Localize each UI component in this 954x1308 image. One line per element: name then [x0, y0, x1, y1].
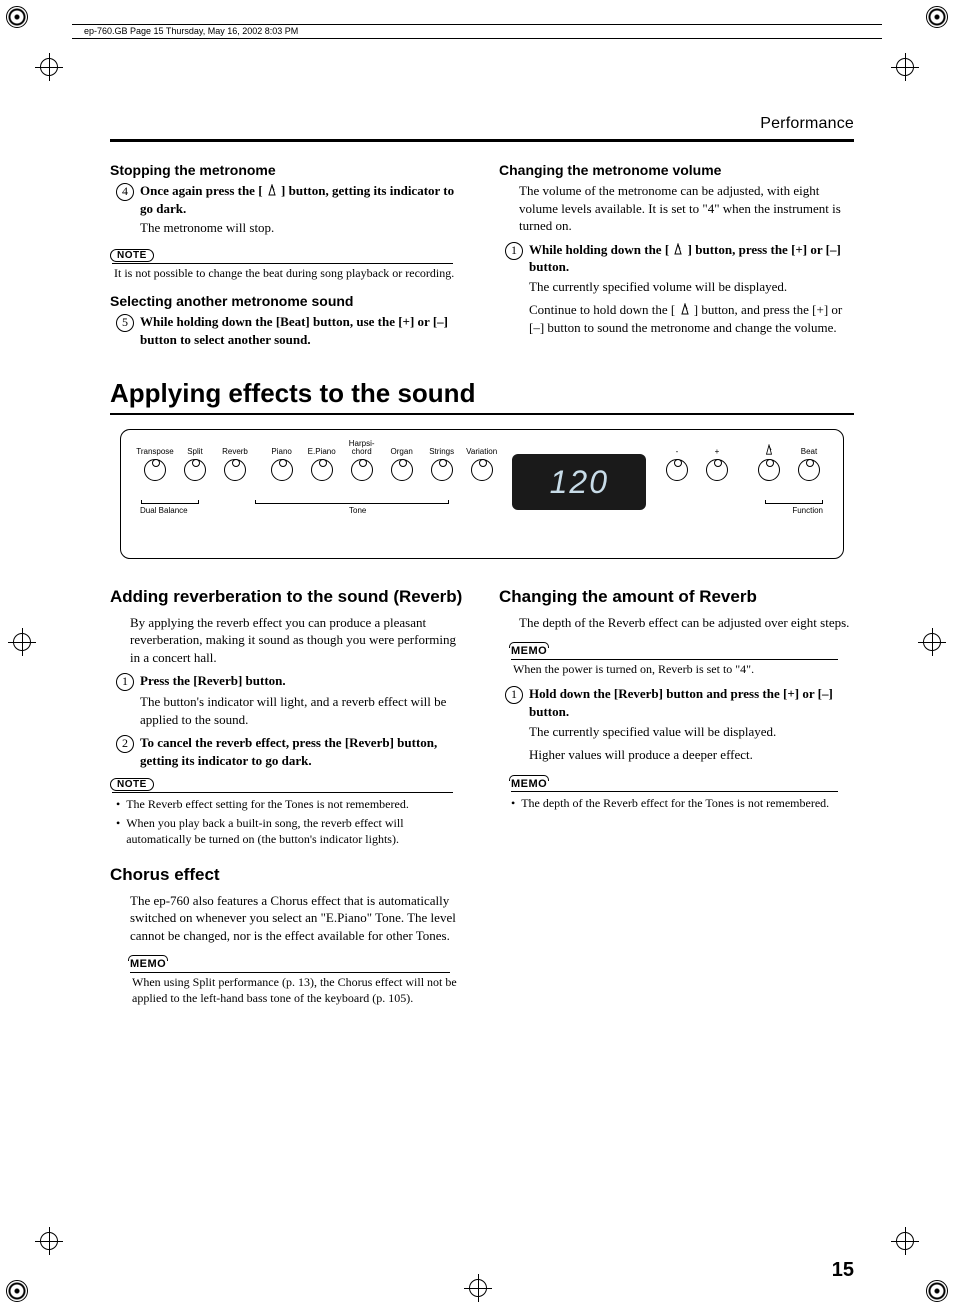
heading-selecting-sound: Selecting another metronome sound: [110, 293, 465, 309]
note-text: It is not possible to change the beat du…: [114, 266, 465, 282]
paragraph: The ep-760 also features a Chorus effect…: [130, 892, 465, 945]
knob-group-right: -+Beat: [661, 440, 825, 481]
note-label: NOTE: [110, 249, 154, 262]
step-instruction: While holding down the [Beat] button, us…: [140, 314, 448, 347]
memo-text: When the power is turned on, Reverb is s…: [513, 662, 854, 678]
heading-applying-effects: Applying effects to the sound: [110, 378, 854, 409]
top-left-column: Stopping the metronome 4 Once again pres…: [110, 162, 465, 350]
knob-group-left: TransposeSplitReverb: [139, 440, 251, 481]
memo-rule: [511, 659, 838, 660]
crop-mark: [464, 1274, 492, 1302]
heading-stopping-metronome: Stopping the metronome: [110, 162, 465, 178]
metronome-icon: [672, 242, 684, 254]
crop-mark: [8, 628, 36, 656]
label-function: Function: [792, 506, 823, 515]
note-bullet: When you play back a built-in song, the …: [116, 816, 465, 847]
step-detail: Higher values will produce a deeper effe…: [529, 746, 854, 764]
crop-mark: [892, 1246, 948, 1302]
page-number: 15: [832, 1259, 854, 1282]
note-rule: [112, 263, 453, 264]
bracket-line: [765, 500, 823, 504]
page-content: Performance Stopping the metronome 4 Onc…: [110, 115, 854, 1238]
step-detail: The metronome will stop.: [140, 219, 465, 237]
bottom-columns: Adding reverberation to the sound (Rever…: [110, 583, 854, 1006]
meta-rule: [72, 38, 882, 39]
paragraph: The depth of the Reverb effect can be ad…: [519, 614, 854, 632]
heading-chorus-effect: Chorus effect: [110, 865, 465, 885]
paragraph: The volume of the metronome can be adjus…: [519, 182, 854, 235]
step-number: 2: [116, 735, 134, 753]
document-meta: ep-760.GB Page 15 Thursday, May 16, 2002…: [84, 26, 298, 36]
step-number: 5: [116, 314, 134, 332]
step-5: 5 While holding down the [Beat] button, …: [116, 313, 465, 348]
step-number: 1: [505, 686, 523, 704]
note-rule: [112, 792, 453, 793]
step-instruction: Press the [Reverb] button.: [140, 673, 286, 688]
step-instruction: While holding down the [ ] button, press…: [529, 242, 841, 275]
step-4: 4 Once again press the [ ] button, getti…: [116, 182, 465, 217]
header-rule: [110, 139, 854, 142]
step-2: 2 To cancel the reverb effect, press the…: [116, 734, 465, 769]
paragraph: By applying the reverb effect you can pr…: [130, 614, 465, 667]
memo-rule: [130, 972, 450, 973]
step-instruction: Once again press the [ ] button, getting…: [140, 183, 454, 216]
step-number: 4: [116, 183, 134, 201]
step-detail: The button's indicator will light, and a…: [140, 693, 465, 728]
step-instruction: To cancel the reverb effect, press the […: [140, 735, 437, 768]
heading-rule: [110, 413, 854, 415]
bracket-line: [255, 500, 449, 504]
meta-rule: [72, 24, 882, 25]
crop-mark: [918, 628, 946, 656]
bottom-right-column: Changing the amount of Reverb The depth …: [499, 583, 854, 1006]
memo-text: When using Split performance (p. 13), th…: [132, 975, 465, 1006]
step-1: 1 Press the [Reverb] button.: [116, 672, 465, 691]
crop-mark: [892, 6, 948, 62]
memo-label: MEMO: [511, 645, 547, 657]
memo-rule: [511, 791, 838, 792]
heading-metronome-volume: Changing the metronome volume: [499, 162, 854, 178]
top-right-column: Changing the metronome volume The volume…: [499, 162, 854, 350]
step-detail: The currently specified volume will be d…: [529, 278, 854, 296]
step-detail: Continue to hold down the [ ] button, an…: [529, 301, 854, 336]
note-bullet: The Reverb effect setting for the Tones …: [116, 797, 465, 813]
memo-label: MEMO: [511, 778, 547, 790]
bottom-left-column: Adding reverberation to the sound (Rever…: [110, 583, 465, 1006]
label-dual-balance: Dual Balance: [140, 506, 188, 515]
step-instruction: Hold down the [Reverb] button and press …: [529, 686, 833, 719]
tempo-display: 120: [512, 454, 646, 510]
step-detail: The currently specified value will be di…: [529, 723, 854, 741]
memo-bullet: The depth of the Reverb effect for the T…: [511, 796, 854, 812]
note-label: NOTE: [110, 778, 154, 791]
heading-changing-reverb-amount: Changing the amount of Reverb: [499, 587, 854, 607]
crop-mark: [6, 6, 62, 62]
step-number: 1: [116, 673, 134, 691]
memo-label: MEMO: [130, 958, 166, 970]
step-1: 1 Hold down the [Reverb] button and pres…: [505, 685, 854, 720]
metronome-icon: [679, 302, 691, 314]
page-section-title: Performance: [110, 115, 854, 133]
step-number: 1: [505, 242, 523, 260]
knob-group-tone: PianoE.PianoHarpsi- chordOrganStringsVar…: [266, 440, 498, 481]
heading-adding-reverb: Adding reverberation to the sound (Rever…: [110, 587, 465, 607]
bracket-line: [141, 500, 199, 504]
manual-page: ep-760.GB Page 15 Thursday, May 16, 2002…: [0, 0, 954, 1308]
crop-mark: [6, 1246, 62, 1302]
label-tone: Tone: [349, 506, 366, 515]
top-columns: Stopping the metronome 4 Once again pres…: [110, 162, 854, 350]
step-1: 1 While holding down the [ ] button, pre…: [505, 241, 854, 276]
metronome-icon: [266, 183, 278, 195]
control-panel-figure: TransposeSplitReverb PianoE.PianoHarpsi-…: [120, 429, 844, 559]
